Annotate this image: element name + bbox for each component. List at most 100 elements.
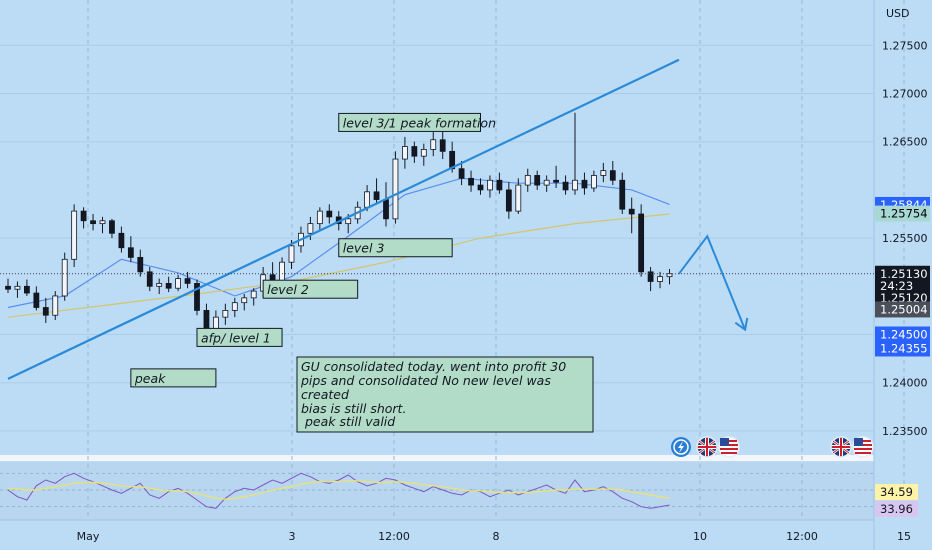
candle-body [326,210,333,218]
note-line: GU consolidated today. went into profit … [301,359,566,374]
oscillator-line [7,472,670,509]
price-badge-label: 1.25004 [880,302,928,316]
candle-body [581,179,588,189]
price-tick-label: 1.25500 [882,232,928,245]
candle-body [80,210,87,222]
price-badge [875,277,930,294]
level-box-label: peak [134,371,166,386]
price-tick-label: 1.23500 [882,425,928,438]
uk-flag-icon[interactable] [696,436,718,458]
level-box-rect[interactable] [338,238,453,258]
price-tick-label: 1.26500 [882,136,928,149]
oscillator-value-badge [875,501,918,517]
time-tick-label: 10 [693,530,707,543]
candle-body [23,285,30,294]
price-badge-label: 1.25120 [880,291,928,305]
candle-body [411,146,418,157]
price-badge-label: 1.25130 [880,267,928,281]
note-line: pips and consolidated No new level was [300,373,551,388]
candle-body [420,149,427,157]
trend-line[interactable] [7,58,680,380]
oscillator-signal-line [7,480,670,500]
candle-body [71,210,78,260]
level-box-rect[interactable] [130,368,217,388]
level-box[interactable]: level 3 [338,238,453,258]
time-tick-label: 3 [289,530,296,543]
price-badge-label: 24:23 [880,279,913,293]
candle-body [647,271,654,282]
candle-body [14,285,21,290]
note-box[interactable] [296,356,594,433]
level-box-rect[interactable] [338,112,481,132]
projection-path[interactable] [678,234,747,331]
us-flag-icon[interactable] [852,436,874,458]
candle-body [553,179,559,183]
level-box[interactable]: peak [130,368,217,388]
level-annotations[interactable]: level 3/1 peak formation level 3 level 2 af… [130,112,496,388]
candle-body [316,210,323,225]
currency-label: USD [886,7,910,20]
level-box-label: level 2 [267,282,309,297]
note-line: bias is still short. [301,401,406,416]
candlestick-series[interactable] [5,112,673,345]
candle-body [505,189,512,212]
level-box[interactable]: level 3/1 peak formation [338,112,496,132]
drawing-tools[interactable] [7,58,749,380]
price-badge [875,301,930,318]
level-box[interactable]: afp/ level 1 [196,327,283,347]
level-box[interactable]: level 2 [262,279,359,299]
candle-body [468,177,474,186]
candle-body [137,256,144,273]
oscillator-value: 34.59 [880,485,913,499]
candle-body [279,261,285,282]
candle-body [383,199,389,220]
flash-icon[interactable] [671,437,691,457]
us-flag-icon[interactable] [718,436,740,458]
candle-body [591,175,597,189]
candle-body [600,170,607,176]
candle-body [496,179,503,191]
price-badge [875,326,930,343]
oscillator-pane[interactable]: 34.59 33.96 [0,472,918,517]
price-badge [875,340,930,357]
candle-body [487,179,493,191]
candle-body [619,179,626,210]
candle-body [165,283,172,289]
note-annotation[interactable]: GU consolidated today. went into profit … [296,356,594,433]
level-box-rect[interactable] [196,327,283,347]
candle-body [439,139,446,152]
price-badge-label: 1.24355 [880,341,928,355]
candle-body [638,213,645,273]
candle-body [118,232,125,249]
price-badges: 1.258441.257541.2513024:231.251201.25004… [0,196,930,357]
candle-body [61,258,68,297]
candle-body [99,220,106,225]
candle-body [33,292,40,308]
candle-body [401,146,408,160]
oscillator-value: 33.96 [880,502,913,516]
time-tick-label: 15 [897,530,911,543]
oscillator-background [0,462,874,520]
candle-body [524,175,531,186]
candle-body [127,247,134,258]
candle-body [231,302,238,311]
candle-body [184,278,191,284]
price-tick-label: 1.27000 [882,88,928,101]
candle-body [194,283,200,311]
candle-body [175,278,182,289]
candle-body [345,218,352,225]
time-tick-label: May [77,530,100,543]
moving-average-line [7,213,670,318]
candle-body [392,158,399,220]
candle-body [241,297,248,304]
candle-body [364,191,371,208]
candle-body [562,181,569,191]
level-box-rect[interactable] [262,279,359,299]
candle-body [52,295,59,316]
level-box-label: level 3/1 peak formation [343,115,496,130]
price-badge-label: 1.24500 [880,328,928,342]
uk-flag-icon[interactable] [830,436,852,458]
time-tick-label: 12:00 [786,530,818,543]
